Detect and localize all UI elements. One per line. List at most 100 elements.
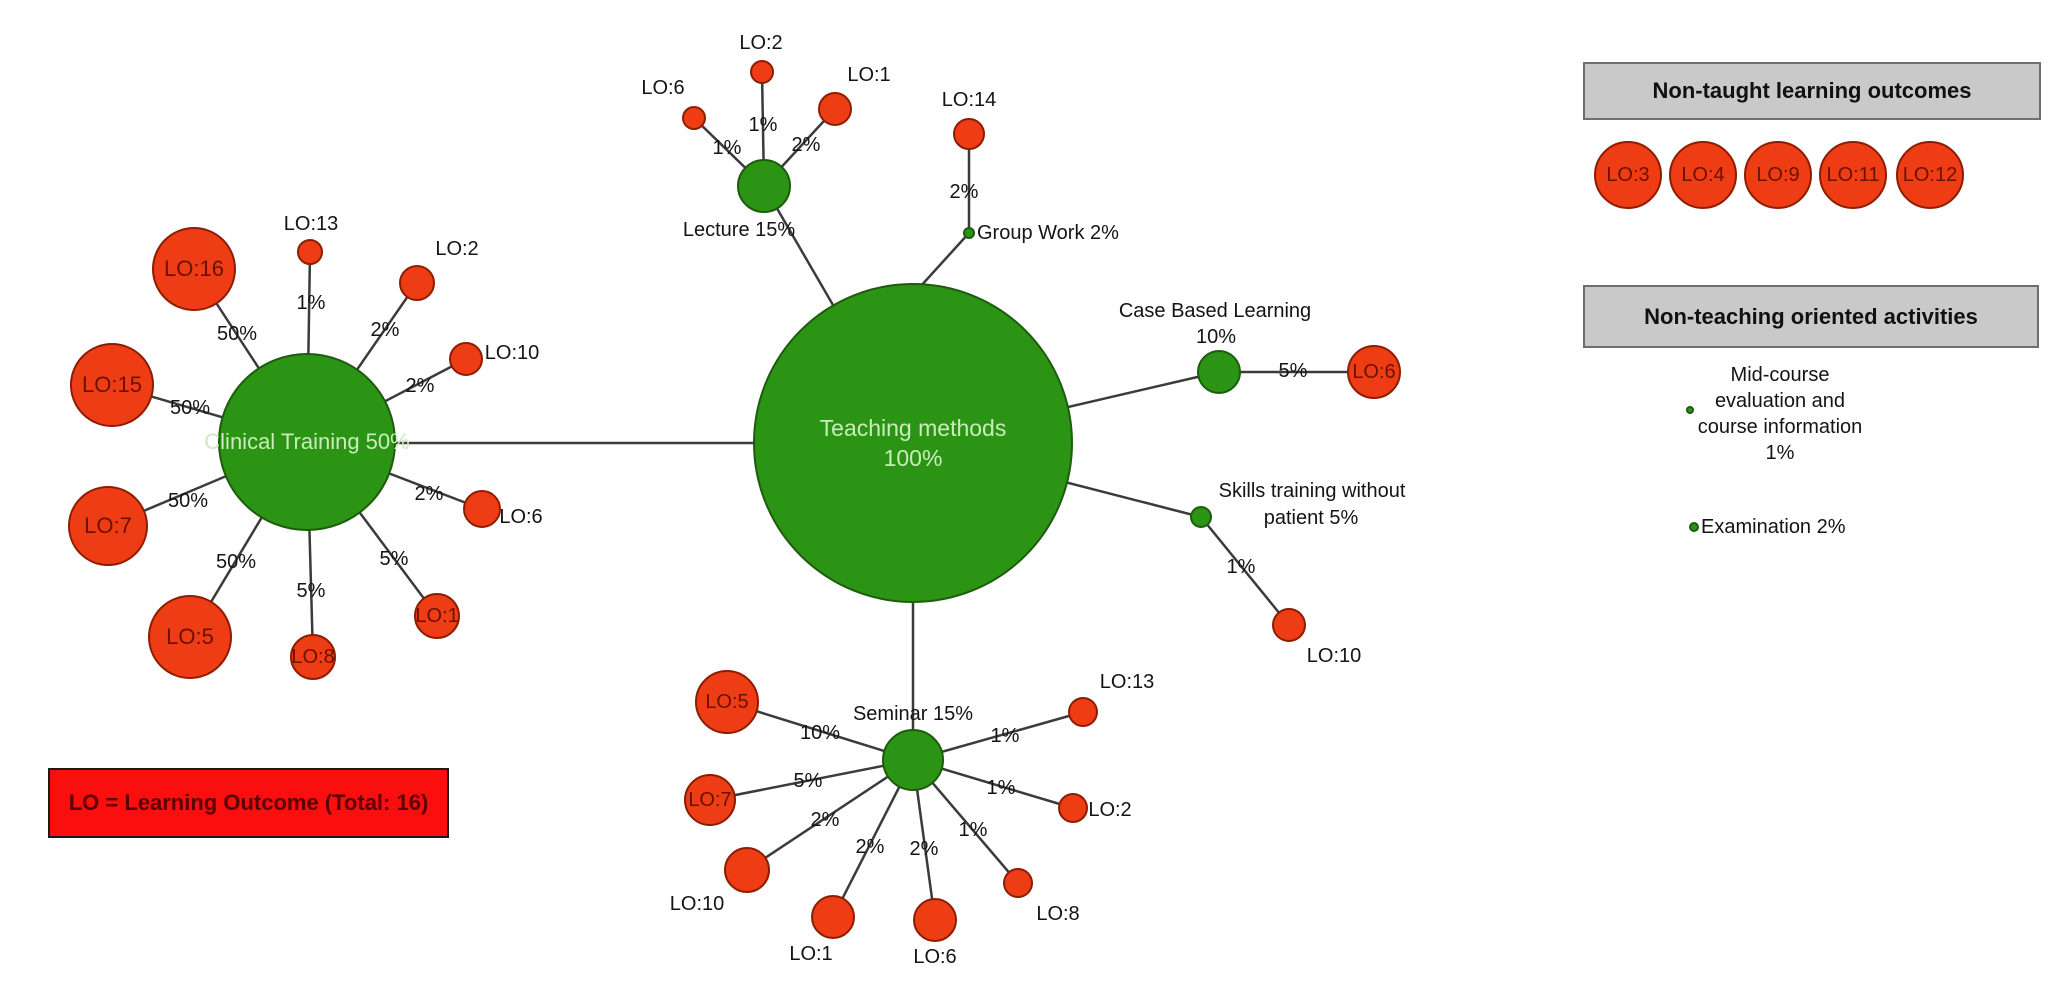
legend-text: LO = Learning Outcome (Total: 16) <box>68 790 429 815</box>
node-teaching-methods: Teaching methods 100% <box>753 283 1073 603</box>
lo14-outer-label: LO:14 <box>941 89 997 111</box>
pct-lecture-lo1: 2% <box>791 134 821 156</box>
lo10-seminar-outer-label: LO:10 <box>669 893 725 915</box>
lo4-label: LO:4 <box>1681 164 1725 186</box>
node-lecture <box>737 159 791 213</box>
lo11-label: LO:11 <box>1826 164 1880 186</box>
pct-clinical-lo5: 50% <box>215 551 257 573</box>
lo5-clinical-label: LO:5 <box>166 624 214 649</box>
node-lo1-seminar <box>811 895 855 939</box>
non-teaching-title: Non-teaching oriented activities <box>1644 303 1978 329</box>
pct-clinical-lo6: 2% <box>414 483 444 505</box>
lo10-skills-outer-label: LO:10 <box>1306 645 1362 667</box>
node-lo3-nontaught: LO:3 <box>1594 141 1662 209</box>
group-work-label: Group Work 2% <box>977 222 1119 244</box>
seminar-label: Seminar 15% <box>852 703 974 725</box>
midcourse-text: Mid-course evaluation and course informa… <box>1698 362 1863 466</box>
node-lo14-groupwork <box>953 118 985 150</box>
node-lo8-seminar <box>1003 868 1033 898</box>
midcourse-line3: course information <box>1697 416 1863 438</box>
edge-skills-lo10 <box>1200 516 1290 626</box>
pct-seminar-lo1: 2% <box>855 836 885 858</box>
pct-seminar-lo7: 5% <box>793 770 823 792</box>
node-lo5-clinical: LO:5 <box>148 595 232 679</box>
lo6-seminar-outer-label: LO:6 <box>913 946 957 968</box>
node-lo2-seminar <box>1058 793 1088 823</box>
lo10-clinical-outer-label: LO:10 <box>484 342 540 364</box>
edge-seminar-lo5 <box>726 700 914 762</box>
pct-lecture-lo2: 1% <box>748 114 778 136</box>
lo13-clinical-outer-label: LO:13 <box>283 213 339 235</box>
node-case-based-learning <box>1197 350 1241 394</box>
pct-seminar-lo13: 1% <box>990 725 1020 747</box>
pct-clinical-lo1: 5% <box>379 548 409 570</box>
lo1-lecture-outer-label: LO:1 <box>847 64 891 86</box>
lo2-lecture-outer-label: LO:2 <box>739 32 783 54</box>
node-lo16-clinical: LO:16 <box>152 227 236 311</box>
skills-title-line1: Skills training without <box>1218 480 1406 502</box>
pct-clinical-lo13: 1% <box>296 292 326 314</box>
lo16-clinical-label: LO:16 <box>164 256 224 281</box>
lo8-seminar-outer-label: LO:8 <box>1036 903 1080 925</box>
node-lo10-clinical <box>449 342 483 376</box>
lo1-clinical-label: LO:1 <box>415 605 459 627</box>
lo6-lecture-outer-label: LO:6 <box>641 77 685 99</box>
pct-clinical-lo7: 50% <box>167 490 209 512</box>
pct-clinical-lo10: 2% <box>405 375 435 397</box>
node-lo10-skills <box>1272 608 1306 642</box>
node-lo2-clinical <box>399 265 435 301</box>
node-lo5-seminar: LO:5 <box>695 670 759 734</box>
lo9-label: LO:9 <box>1756 164 1800 186</box>
pct-seminar-lo5: 10% <box>799 722 841 744</box>
examination-label: Examination 2% <box>1701 516 1846 538</box>
lo3-label: LO:3 <box>1606 164 1650 186</box>
lo7-seminar-label: LO:7 <box>688 789 732 811</box>
node-lo15-clinical: LO:15 <box>70 343 154 427</box>
node-skills-training <box>1190 506 1212 528</box>
lecture-label: Lecture 15% <box>682 219 796 241</box>
edge-seminar-lo10 <box>746 758 914 872</box>
node-clinical-training: Clinical Training 50% <box>204 353 410 531</box>
pct-clinical-lo2: 2% <box>370 319 400 341</box>
lo15-clinical-label: LO:15 <box>82 372 142 397</box>
lo12-label: LO:12 <box>1902 164 1958 186</box>
midcourse-line4: 1% <box>1765 442 1795 464</box>
pct-lecture-lo6: 1% <box>712 137 742 159</box>
clinical-training-label: Clinical Training 50% <box>204 429 410 454</box>
teaching-methods-label-line1: Teaching methods <box>819 415 1007 441</box>
pct-seminar-lo10: 2% <box>810 809 840 831</box>
pct-seminar-lo2: 1% <box>986 777 1016 799</box>
non-teaching-header: Non-teaching oriented activities <box>1583 285 2039 348</box>
node-lo6-clinical <box>463 490 501 528</box>
midcourse-line1: Mid-course <box>1730 364 1830 386</box>
lo6-clinical-outer-label: LO:6 <box>499 506 543 528</box>
legend-box: LO = Learning Outcome (Total: 16) <box>48 768 449 838</box>
cbl-pct-label: 10% <box>1195 326 1237 348</box>
lo5-seminar-label: LO:5 <box>705 691 749 713</box>
node-lo13-seminar <box>1068 697 1098 727</box>
non-taught-header: Non-taught learning outcomes <box>1583 62 2041 120</box>
edge-seminar-lo7 <box>709 758 914 802</box>
lo6-cbl-label: LO:6 <box>1352 361 1396 383</box>
node-lo1-clinical: LO:1 <box>414 593 460 639</box>
node-group-work <box>963 227 975 239</box>
pct-cbl-lo6: 5% <box>1278 360 1308 382</box>
node-lo6-lecture <box>682 106 706 130</box>
lo1-seminar-outer-label: LO:1 <box>789 943 833 965</box>
pct-seminar-lo6: 2% <box>909 838 939 860</box>
node-lo1-lecture <box>818 92 852 126</box>
node-lo8-clinical: LO:8 <box>290 634 336 680</box>
lo2-clinical-outer-label: LO:2 <box>435 238 479 260</box>
node-lo9-nontaught: LO:9 <box>1744 141 1812 209</box>
node-lo13-clinical <box>297 239 323 265</box>
skills-title-line2: patient 5% <box>1263 507 1359 529</box>
lo13-seminar-outer-label: LO:13 <box>1099 671 1155 693</box>
lo8-clinical-label: LO:8 <box>291 646 335 668</box>
pct-clinical-lo8: 5% <box>296 580 326 602</box>
lo7-clinical-label: LO:7 <box>84 513 132 538</box>
cbl-title: Case Based Learning <box>1118 300 1312 322</box>
node-lo12-nontaught: LO:12 <box>1896 141 1964 209</box>
node-lo6-seminar <box>913 898 957 942</box>
node-lo7-clinical: LO:7 <box>68 486 148 566</box>
